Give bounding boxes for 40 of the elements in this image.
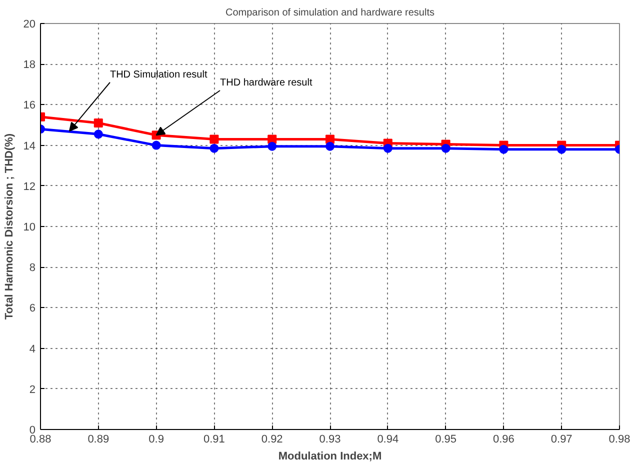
annotation: THD hardware result bbox=[220, 77, 312, 88]
point bbox=[326, 142, 334, 151]
x-tick-label: 0.91 bbox=[203, 434, 225, 446]
annotation: THD Simulation result bbox=[110, 69, 208, 80]
y-tick-label: 20 bbox=[23, 18, 36, 30]
y-tick-label: 8 bbox=[29, 262, 36, 274]
x-axis-title: Modulation Index;M bbox=[278, 450, 382, 462]
y-tick-label: 6 bbox=[29, 302, 36, 315]
x-tick-label: 0.88 bbox=[30, 434, 52, 446]
point bbox=[210, 144, 219, 153]
y-tick-label: 4 bbox=[29, 343, 36, 356]
y-tick-label: 16 bbox=[23, 100, 36, 112]
point bbox=[152, 140, 161, 150]
y-tick-label: 12 bbox=[23, 180, 36, 193]
y-tick-label: 2 bbox=[29, 384, 36, 396]
x-tick-label: 0.95 bbox=[435, 434, 457, 446]
point bbox=[557, 144, 566, 154]
point bbox=[94, 130, 103, 139]
y-tick-label: 0 bbox=[29, 424, 36, 436]
x-tick-label: 0.98 bbox=[608, 434, 630, 446]
x-tick-label: 0.96 bbox=[492, 434, 514, 446]
point bbox=[268, 134, 277, 144]
x-tick-label: 0.97 bbox=[550, 434, 572, 446]
y-tick-label: 14 bbox=[23, 140, 36, 152]
point bbox=[441, 144, 450, 153]
x-tick-label: 0.93 bbox=[319, 434, 341, 446]
point bbox=[210, 134, 219, 144]
y-axis-title: Total Harmonic Distorsion ; THD(%) bbox=[3, 133, 16, 320]
point bbox=[268, 142, 277, 151]
point bbox=[326, 134, 334, 144]
point bbox=[499, 144, 508, 154]
y-tick-label: 10 bbox=[23, 222, 36, 234]
point bbox=[383, 144, 392, 153]
x-tick-label: 0.9 bbox=[148, 434, 164, 446]
point bbox=[94, 118, 103, 128]
x-tick-label: 0.89 bbox=[88, 434, 110, 446]
y-tick-label: 18 bbox=[23, 59, 36, 72]
x-tick-label: 0.94 bbox=[377, 434, 399, 446]
chart-title: Comparison of simulation and hardware results bbox=[226, 8, 435, 18]
x-tick-label: 0.92 bbox=[261, 434, 283, 446]
